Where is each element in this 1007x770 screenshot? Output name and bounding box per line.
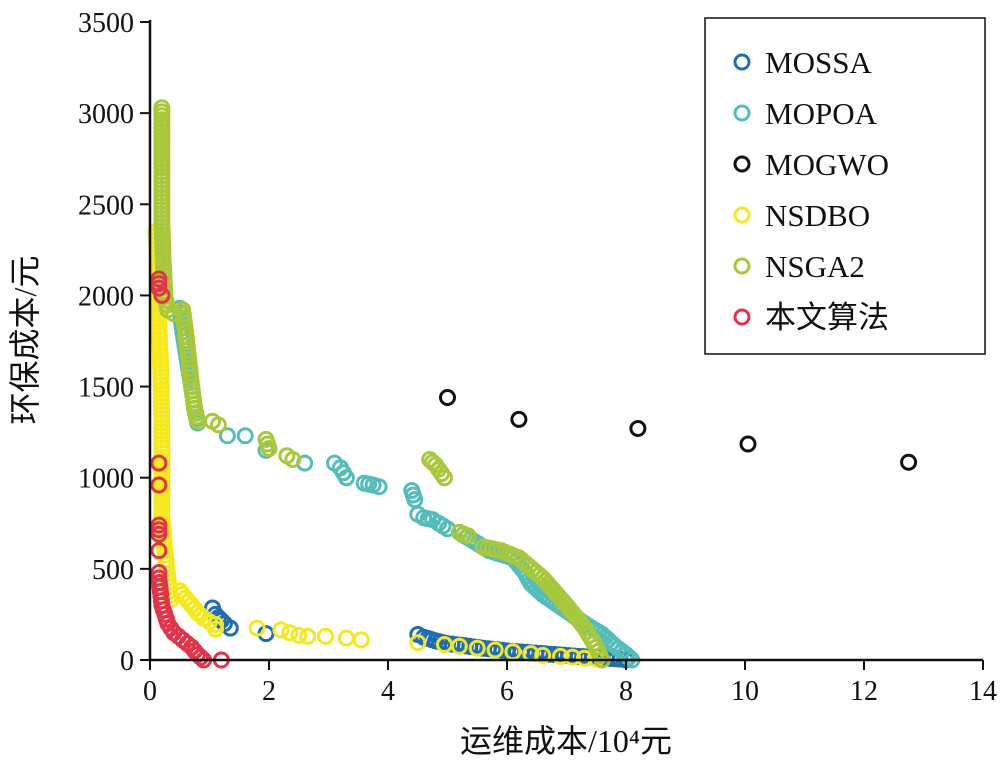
- data-point: [150, 542, 168, 560]
- x-tick-label: 2: [262, 676, 276, 707]
- y-tick-label: 3000: [78, 99, 134, 130]
- data-point: [248, 619, 266, 637]
- data-point: [575, 649, 593, 667]
- data-point: [534, 646, 552, 664]
- data-point: [317, 627, 334, 645]
- legend: MOSSA MOPOA MOGWO NSDBO NSGA2 本文算法: [704, 17, 986, 355]
- data-point: [510, 410, 528, 428]
- data-point: [192, 648, 210, 666]
- x-tick-label: 6: [500, 676, 514, 707]
- data-point: [486, 641, 504, 659]
- axes: [148, 20, 983, 662]
- y-tick-label: 3500: [78, 8, 134, 39]
- series-NSGA2: [153, 99, 611, 669]
- legend-label: MOSSA: [765, 45, 872, 80]
- series-MOGWO: [439, 389, 918, 471]
- legend-marker: [733, 308, 751, 326]
- data-point: [150, 454, 168, 472]
- legend-label: 本文算法: [765, 300, 889, 335]
- y-axis-title: 环保成本/元: [7, 256, 43, 425]
- data-point: [629, 420, 647, 437]
- x-tick-label: 10: [731, 676, 759, 707]
- data-point: [620, 648, 638, 666]
- legend-label: NSGA2: [765, 249, 865, 284]
- y-tick-label: 500: [92, 555, 134, 586]
- legend-box: [704, 17, 986, 355]
- y-tick-label: 1500: [78, 373, 134, 404]
- data-point: [436, 469, 453, 487]
- legend-marker: [733, 53, 751, 71]
- data-point: [337, 469, 355, 487]
- data-point: [564, 648, 581, 666]
- legend-label: NSDBO: [765, 198, 870, 233]
- data-point: [150, 476, 168, 494]
- series-本文算法: [150, 270, 230, 669]
- legend-marker: [733, 206, 751, 224]
- data-point: [260, 440, 278, 457]
- series-NSDBO: [147, 223, 605, 668]
- data-point: [409, 634, 427, 652]
- y-tick-label: 1000: [78, 464, 134, 495]
- data-point: [459, 527, 477, 545]
- legend-label: MOGWO: [765, 147, 889, 182]
- data-point: [284, 451, 302, 468]
- x-axis-title: 运维成本/10⁴元: [460, 723, 672, 759]
- data-points: [147, 99, 918, 669]
- y-tick-label: 0: [120, 646, 134, 677]
- data-point: [150, 525, 168, 543]
- data-point: [299, 627, 317, 645]
- data-point: [439, 389, 456, 406]
- y-tick-label: 2500: [78, 190, 134, 221]
- x-tick-label: 0: [143, 676, 157, 707]
- legend-marker: [733, 257, 751, 275]
- data-point: [450, 637, 468, 655]
- data-point: [552, 647, 569, 665]
- legend-marker: [733, 155, 751, 173]
- data-point: [272, 621, 290, 639]
- x-tick-label: 8: [619, 676, 633, 707]
- data-point: [739, 435, 757, 453]
- y-tick-label: 2000: [78, 281, 134, 312]
- data-point: [290, 626, 308, 644]
- data-point: [281, 624, 299, 642]
- data-point: [153, 286, 171, 304]
- x-tick-label: 12: [850, 676, 878, 707]
- data-point: [352, 631, 370, 649]
- legend-label: MOPOA: [765, 96, 878, 131]
- data-point: [337, 629, 355, 647]
- data-point: [218, 427, 236, 445]
- x-tick-label: 4: [381, 676, 395, 707]
- data-point: [370, 478, 388, 496]
- legend-marker: [733, 104, 751, 122]
- x-tick-label: 14: [969, 676, 997, 707]
- data-point: [209, 416, 227, 434]
- data-point: [207, 620, 224, 638]
- data-point: [236, 427, 254, 445]
- data-point: [468, 639, 486, 657]
- data-point: [900, 453, 918, 471]
